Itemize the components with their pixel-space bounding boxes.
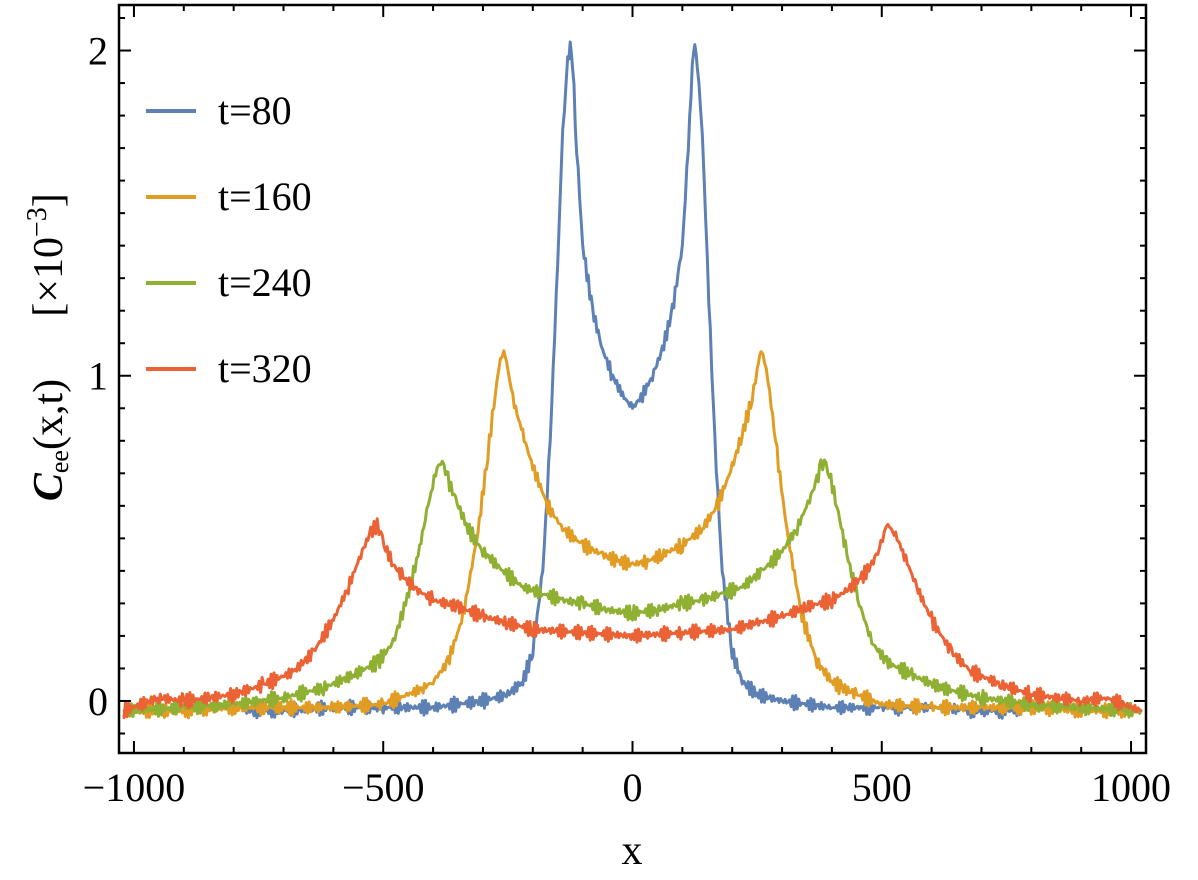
legend: t=80 t=160 t=240 t=320 xyxy=(146,88,312,391)
y-axis-label-sub: ee xyxy=(45,450,74,473)
x-tick-label: 0 xyxy=(623,765,643,810)
y-tick-label: 1 xyxy=(88,354,108,399)
legend-label: t=320 xyxy=(218,346,312,391)
legend-label: t=80 xyxy=(218,88,292,133)
x-axis-label: x xyxy=(622,828,643,874)
series-line-t-320 xyxy=(122,517,1143,720)
legend-label: t=160 xyxy=(218,174,312,219)
y-tick-label: 0 xyxy=(88,679,108,724)
y-axis-label-args: (x,t) xyxy=(26,379,72,450)
y-axis-label-main: C xyxy=(26,472,72,501)
x-tick-label: −1000 xyxy=(83,765,186,810)
y-axis-label: Cee(x,t) xyxy=(26,379,74,501)
y-scale-label: [×10−3] xyxy=(22,193,72,316)
y-scale-suffix: ] xyxy=(26,193,72,207)
x-tick-label: −500 xyxy=(342,765,425,810)
y-scale-exponent: −3 xyxy=(22,207,53,237)
x-tick-label: 500 xyxy=(852,765,912,810)
x-tick-label: 1000 xyxy=(1091,765,1171,810)
y-tick-label: 2 xyxy=(88,29,108,74)
series-line-t-240 xyxy=(122,458,1143,719)
series-line-t-160 xyxy=(122,349,1143,720)
legend-label: t=240 xyxy=(218,260,312,305)
series-layer xyxy=(122,40,1143,720)
tick-layer: −1000 −500 0 500 1000 0 1 2 xyxy=(83,5,1171,810)
y-scale-prefix: [×10 xyxy=(26,237,72,317)
